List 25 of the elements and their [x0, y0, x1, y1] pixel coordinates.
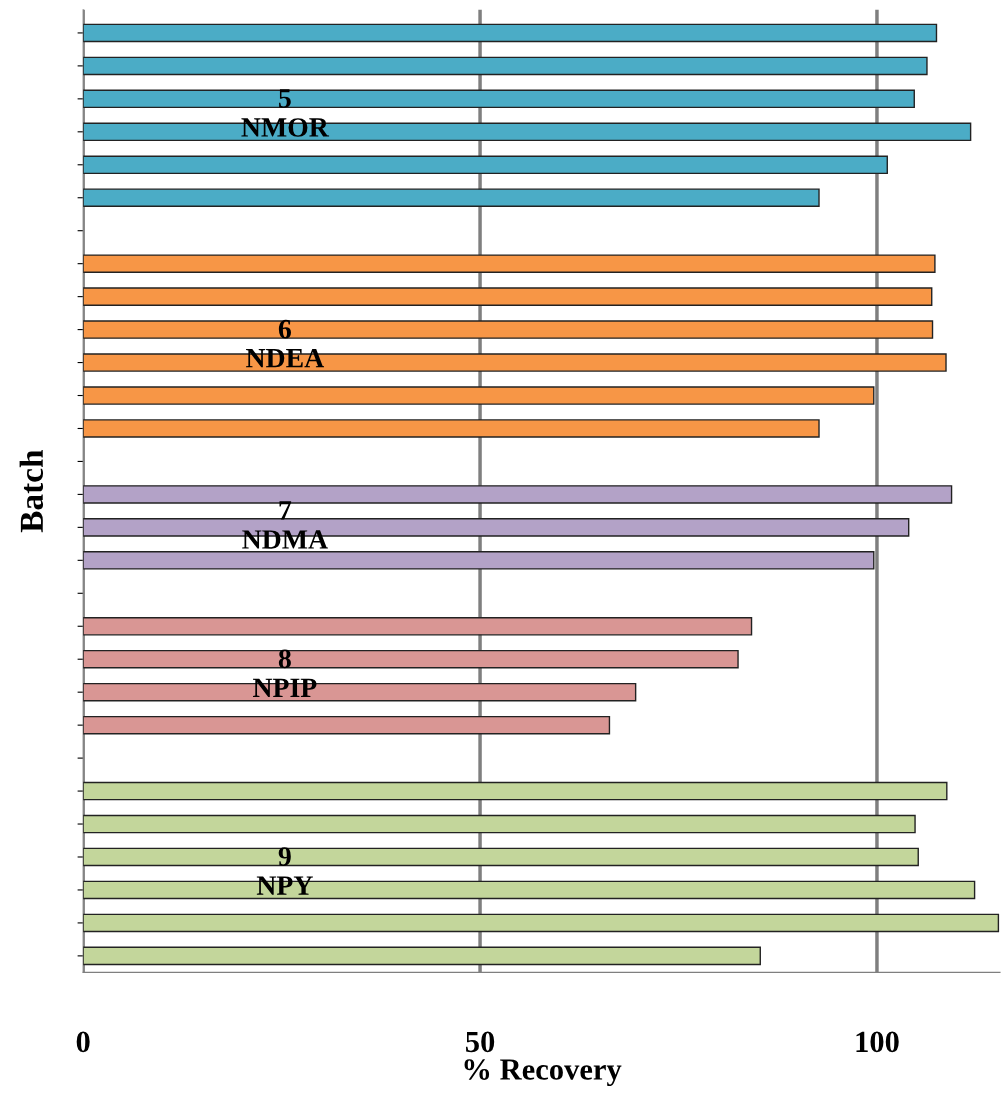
bar [83, 715, 611, 735]
bar [83, 616, 753, 636]
y-axis-title: Batch [19, 449, 44, 533]
bar [83, 419, 820, 438]
x-tick-label: 0 [76, 1031, 90, 1053]
x-tick-label: 50 [466, 1031, 495, 1053]
bar [83, 188, 820, 208]
bar [83, 781, 948, 801]
bar [83, 946, 761, 966]
bar [83, 254, 936, 273]
bar [83, 320, 934, 339]
bar [83, 89, 915, 109]
bar [83, 649, 739, 669]
bar [83, 155, 888, 175]
bar [83, 913, 1000, 933]
bar [83, 386, 875, 405]
bar [83, 56, 928, 76]
x-tick-label: 100 [856, 1031, 899, 1053]
bar [83, 847, 919, 867]
series-label: 8 NPIP [253, 649, 317, 697]
bar [83, 551, 875, 570]
bar [83, 287, 933, 306]
bar [83, 814, 916, 834]
bar [83, 23, 938, 43]
x-axis-title: % Recovery [464, 1059, 622, 1087]
